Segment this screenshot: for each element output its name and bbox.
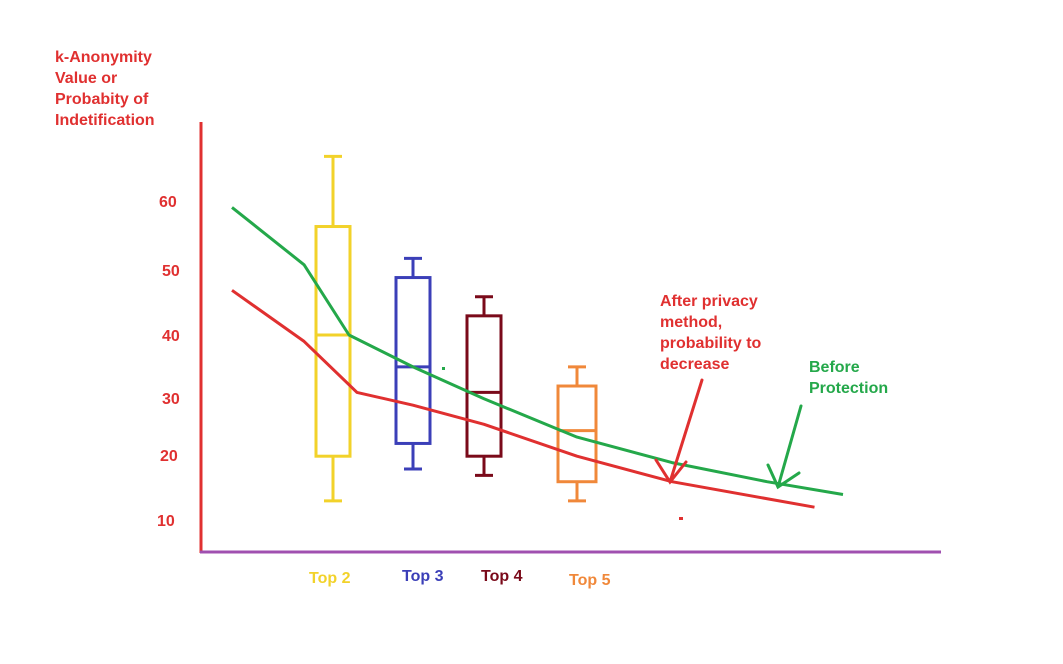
box-plot (394, 256, 432, 471)
annotation-line: probability to (660, 335, 762, 352)
y-axis-title-line: Value or (55, 70, 117, 87)
box-plots (314, 154, 598, 503)
y-axis-title-line: k-Anonymity (55, 49, 152, 66)
category-label: Top 5 (569, 572, 611, 589)
stray-mark (442, 367, 445, 370)
y-tick-label: 20 (160, 448, 178, 465)
annotation-line: Before (809, 359, 860, 376)
y-axis-title-line: Probabity of (55, 91, 149, 108)
y-tick-label: 30 (162, 391, 180, 408)
annotation-line: decrease (660, 356, 729, 373)
box-iqr (314, 225, 352, 458)
category-label: Top 2 (309, 570, 351, 587)
category-labels: Top 2 Top 3 Top 4 Top 5 (309, 568, 611, 589)
box-plot (556, 365, 598, 503)
arrow-before-protection (766, 404, 803, 490)
box-iqr (465, 314, 503, 458)
y-tick-label: 40 (162, 328, 180, 345)
annotation-line: method, (660, 314, 722, 331)
y-axis-title-line: Indetification (55, 112, 155, 129)
annotation-after-privacy: After privacy method, probability to dec… (654, 293, 762, 485)
category-label: Top 4 (481, 568, 523, 585)
box-iqr (556, 384, 598, 484)
series-lines (231, 206, 844, 509)
y-tick-label: 50 (162, 263, 180, 280)
y-axis-title: k-Anonymity Value or Probabity of Indeti… (55, 49, 155, 129)
y-ticks: 60 50 40 30 20 10 (157, 194, 180, 530)
annotation-line: After privacy (660, 293, 758, 310)
y-tick-label: 10 (157, 513, 175, 530)
category-label: Top 3 (402, 568, 444, 585)
annotation-line: Protection (809, 380, 888, 397)
stray-mark (679, 517, 683, 520)
box-plot (314, 154, 352, 503)
series-line (231, 206, 844, 496)
box-iqr (394, 276, 432, 445)
y-tick-label: 60 (159, 194, 177, 211)
annotation-before-protection: Before Protection (766, 359, 888, 490)
series-line (231, 289, 815, 509)
arrow-after-privacy (654, 378, 704, 485)
box-plot (465, 295, 503, 477)
